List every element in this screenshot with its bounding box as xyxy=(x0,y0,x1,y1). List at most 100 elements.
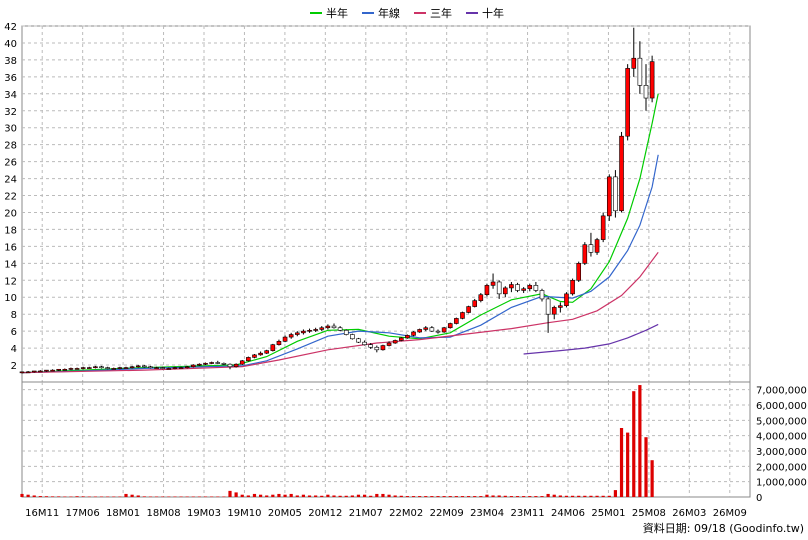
x-tick-label: 16M11 xyxy=(25,508,59,519)
volume-bar xyxy=(479,496,483,497)
candle-body xyxy=(490,281,496,286)
volume-tick-label: 3,000,000 xyxy=(756,447,807,458)
price-tick-label: 6 xyxy=(11,327,17,338)
candle-body xyxy=(613,176,618,212)
candle-body xyxy=(484,285,490,295)
volume-bar xyxy=(75,496,79,497)
volume-bar xyxy=(509,496,514,497)
candle-body xyxy=(631,57,637,69)
volume-tick-label: 0 xyxy=(756,493,762,504)
volume-bar xyxy=(301,494,306,497)
volume-bar xyxy=(424,496,428,497)
candle-body xyxy=(117,367,123,369)
candle-body xyxy=(38,370,43,373)
volume-bar xyxy=(344,495,348,497)
volume-bar xyxy=(436,496,440,497)
volume-bar xyxy=(185,496,189,498)
candle-body xyxy=(31,370,37,373)
candle-body xyxy=(105,367,110,369)
x-tick-label: 20M12 xyxy=(308,508,342,519)
candle-body xyxy=(319,327,325,330)
candle-body xyxy=(74,368,80,370)
volume-bar xyxy=(246,495,250,497)
volume-bar xyxy=(50,496,55,497)
price-tick-label: 2 xyxy=(11,361,17,372)
volume-bar xyxy=(362,494,367,497)
candle-body xyxy=(50,369,55,372)
volume-bar xyxy=(522,496,526,497)
volume-bar xyxy=(534,496,538,497)
candle-body xyxy=(99,366,104,369)
candle-body xyxy=(19,371,25,374)
price-tick-label: 12 xyxy=(4,276,17,287)
volume-bar xyxy=(124,493,128,497)
candle-body xyxy=(356,338,361,343)
volume-bar xyxy=(632,391,636,497)
x-tick-label: 26M03 xyxy=(672,508,706,519)
volume-bar xyxy=(356,494,361,497)
candle-body xyxy=(25,371,31,374)
candle-body xyxy=(233,363,239,368)
x-tick-label: 20M05 xyxy=(268,508,302,519)
volume-bar xyxy=(515,496,520,497)
volume-bar xyxy=(20,493,24,497)
candle-body xyxy=(56,368,62,371)
volume-bar xyxy=(405,496,410,497)
volume-bar xyxy=(393,495,397,497)
volume-bar xyxy=(460,496,465,497)
volume-bar xyxy=(430,496,434,497)
volume-bar xyxy=(191,496,195,498)
volume-bar xyxy=(338,495,342,497)
volume-bar xyxy=(411,496,416,497)
price-tick-label: 8 xyxy=(11,310,17,321)
volume-bar xyxy=(271,494,275,497)
candle-body xyxy=(343,329,349,335)
price-tick-label: 26 xyxy=(4,158,17,169)
candle-body xyxy=(288,334,294,338)
candle-body xyxy=(301,330,306,334)
volume-bar xyxy=(570,495,575,497)
candle-body xyxy=(515,284,520,291)
candle-body xyxy=(588,244,594,253)
volume-bar xyxy=(307,495,312,497)
price-tick-label: 18 xyxy=(4,225,17,236)
candle-body xyxy=(44,369,49,372)
volume-bar xyxy=(650,460,654,497)
x-tick-label: 23M11 xyxy=(511,508,545,519)
candle-body xyxy=(502,287,508,295)
candle-body xyxy=(86,367,92,369)
candle-body xyxy=(307,329,312,332)
volume-bar xyxy=(583,495,587,497)
candle-body xyxy=(576,263,582,281)
price-tick-label: 40 xyxy=(4,39,17,50)
candle-body xyxy=(619,135,624,212)
candle-body xyxy=(270,344,276,351)
x-tick-label: 25M08 xyxy=(632,508,666,519)
volume-bar xyxy=(350,495,354,497)
candle-body xyxy=(643,85,649,99)
volume-bar xyxy=(485,494,489,497)
volume-tick-label: 2,000,000 xyxy=(756,462,807,473)
legend-item-year: 年線 xyxy=(362,5,400,21)
volume-bar xyxy=(38,496,42,497)
candle-body xyxy=(123,367,129,369)
legend-item-ten-year: 十年 xyxy=(466,5,504,21)
legend-swatch xyxy=(362,12,374,14)
volume-bar xyxy=(99,496,104,498)
price-tick-label: 20 xyxy=(4,208,17,219)
volume-bar xyxy=(528,496,532,497)
volume-bar xyxy=(369,495,373,497)
candle-body xyxy=(325,325,331,329)
volume-bar xyxy=(57,496,61,497)
candle-body xyxy=(380,345,386,351)
x-tick-label: 25M01 xyxy=(591,508,625,519)
candle-body xyxy=(362,341,367,346)
candle-body xyxy=(405,335,410,339)
candle-body xyxy=(472,300,478,307)
legend-label: 半年 xyxy=(326,7,348,20)
candle-body xyxy=(252,354,257,358)
x-tick-label: 19M10 xyxy=(227,508,261,519)
volume-bar xyxy=(130,494,134,497)
volume-bar xyxy=(112,496,116,498)
candle-body xyxy=(447,323,453,329)
